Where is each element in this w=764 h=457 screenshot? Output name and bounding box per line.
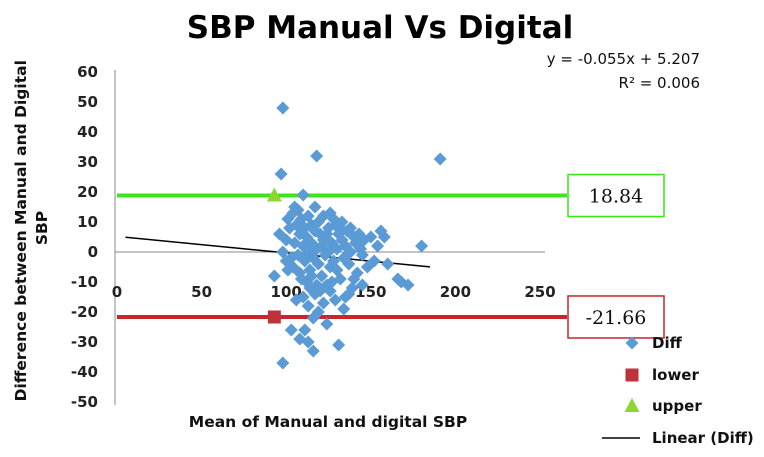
point-diff — [371, 239, 385, 253]
y-axis-label: Difference between Manual and Digital SB… — [12, 55, 51, 402]
point-diff — [305, 269, 319, 283]
point-diff — [320, 317, 334, 331]
point-diff — [367, 254, 381, 268]
x-axis-label: Mean of Manual and digital SBP — [189, 413, 467, 431]
chart-title: SBP Manual Vs Digital — [187, 10, 574, 46]
point-diff — [320, 227, 334, 241]
point-diff — [310, 149, 324, 163]
legend-label: lower — [652, 366, 699, 384]
point-diff — [301, 335, 315, 349]
point-diff — [337, 302, 351, 316]
point-diff — [401, 278, 415, 292]
point-diff — [301, 299, 315, 313]
point-diff — [296, 188, 310, 202]
point-diff — [311, 305, 325, 319]
point-diff — [342, 257, 356, 271]
y-tick-label: -30 — [71, 333, 98, 351]
point-diff — [333, 221, 347, 235]
point-diff — [381, 257, 395, 271]
point-diff — [298, 323, 312, 337]
point-diff — [327, 212, 341, 226]
x-tick-label: 0 — [112, 283, 122, 301]
point-diff — [323, 284, 337, 298]
point-diff — [377, 230, 391, 244]
reference-lines — [117, 193, 567, 319]
point-diff — [294, 272, 308, 286]
y-tick-label: -40 — [71, 363, 98, 381]
y-tick-label: 0 — [88, 243, 98, 261]
y-tick-label: -50 — [71, 393, 98, 411]
point-diff — [288, 200, 302, 214]
point-diff — [347, 272, 361, 286]
legend-swatch-lower — [625, 368, 639, 382]
legend: Diff lower upper Linear (Diff) — [602, 334, 754, 447]
point-diff — [279, 254, 293, 268]
legend-label: Diff — [652, 334, 683, 352]
y-tick-label: 30 — [77, 153, 98, 171]
legend-label: Linear (Diff) — [652, 429, 754, 447]
reference-value-box — [567, 173, 665, 218]
data-points — [266, 101, 447, 370]
x-tick-label: 200 — [440, 283, 471, 301]
point-diff — [284, 323, 298, 337]
point-diff — [306, 344, 320, 358]
x-tick-label: 50 — [191, 283, 212, 301]
point-diff — [433, 152, 447, 166]
point-diff — [364, 230, 378, 244]
point-diff — [316, 296, 330, 310]
point-diff — [338, 290, 352, 304]
point-diff — [355, 248, 369, 262]
point-diff — [325, 275, 339, 289]
y-tick-labels: 60 50 40 30 20 10 0 -10 -20 -30 -40 -50 — [71, 63, 98, 411]
legend-swatch-upper — [624, 398, 640, 412]
y-tick-label: -10 — [71, 273, 98, 291]
x-tick-label: 250 — [524, 283, 555, 301]
point-diff — [289, 293, 303, 307]
point-lower — [267, 310, 281, 324]
y-tick-label: 20 — [77, 183, 98, 201]
y-tick-label: 60 — [77, 63, 98, 81]
point-diff — [274, 167, 288, 181]
r-squared-label: R² = 0.006 — [619, 74, 700, 92]
point-diff — [328, 293, 342, 307]
y-tick-label: -20 — [71, 303, 98, 321]
legend-swatch-diff — [625, 336, 639, 350]
point-diff — [343, 245, 357, 259]
point-diff — [276, 101, 290, 115]
point-diff — [332, 338, 346, 352]
reference-value-label: -21.66 — [586, 307, 647, 329]
point-diff — [415, 239, 429, 253]
point-diff — [308, 200, 322, 214]
trendline-equation: y = -0.055x + 5.207 — [547, 50, 700, 68]
point-upper — [266, 187, 282, 202]
y-tick-label: 40 — [77, 123, 98, 141]
reference-value-boxes: 18.84 -21.66 — [567, 173, 665, 339]
point-diff — [276, 356, 290, 370]
point-diff — [315, 269, 329, 283]
y-tick-label: 50 — [77, 93, 98, 111]
legend-label: upper — [652, 397, 702, 415]
reference-value-box — [567, 295, 665, 339]
point-diff — [343, 221, 357, 235]
point-diff — [355, 278, 369, 292]
point-diff — [267, 269, 281, 283]
point-diff — [310, 278, 324, 292]
y-tick-label: 10 — [77, 213, 98, 231]
point-diff — [311, 257, 325, 271]
reference-value-label: 18.84 — [589, 185, 643, 207]
point-diff — [281, 263, 295, 277]
